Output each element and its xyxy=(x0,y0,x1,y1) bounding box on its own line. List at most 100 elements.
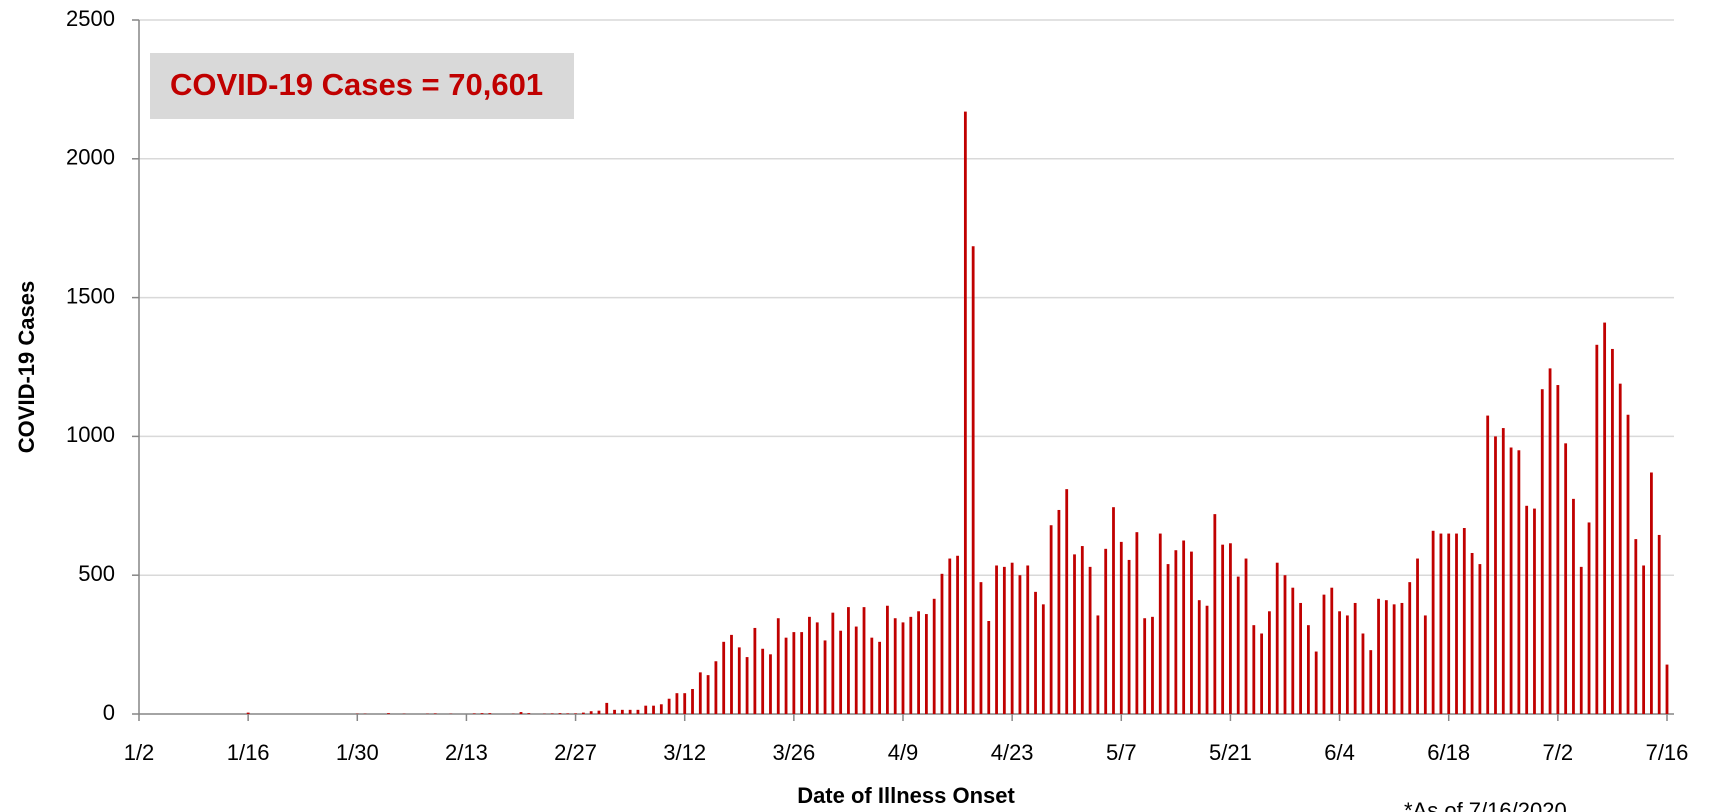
bar xyxy=(815,622,819,714)
bar xyxy=(1010,562,1014,714)
x-tick-label: 1/16 xyxy=(227,740,270,765)
bar xyxy=(1034,591,1037,714)
bar xyxy=(1556,385,1560,714)
bar xyxy=(1112,507,1115,714)
bar xyxy=(1080,546,1084,714)
bar xyxy=(1603,322,1607,714)
bar xyxy=(870,637,874,714)
bar xyxy=(1384,600,1388,714)
bar xyxy=(1299,602,1302,714)
bar xyxy=(854,626,858,714)
x-tick-label: 5/21 xyxy=(1209,740,1252,765)
bar xyxy=(948,558,952,714)
y-tick-label: 2000 xyxy=(66,145,115,170)
bar xyxy=(1392,604,1396,714)
bar xyxy=(1657,534,1661,714)
bar xyxy=(909,616,913,714)
bar xyxy=(1205,605,1209,714)
y-tick-label: 500 xyxy=(78,561,115,586)
bar xyxy=(1353,602,1357,714)
bar xyxy=(1345,615,1349,714)
bar xyxy=(1073,554,1076,714)
bar xyxy=(1236,576,1240,714)
bar xyxy=(683,693,687,714)
bar xyxy=(581,712,585,714)
bar xyxy=(1540,389,1544,714)
bar xyxy=(433,713,437,714)
bar xyxy=(1252,625,1256,714)
bar xyxy=(1260,633,1264,714)
x-tick-label: 4/9 xyxy=(888,740,919,765)
x-tick-label: 7/2 xyxy=(1543,740,1574,765)
bar xyxy=(1423,615,1427,714)
y-tick-label: 0 xyxy=(103,700,115,725)
bar xyxy=(1377,598,1380,714)
bar xyxy=(800,632,804,714)
bar xyxy=(1494,436,1497,714)
x-tick-label: 3/12 xyxy=(663,740,706,765)
bar xyxy=(971,246,975,714)
bar xyxy=(1049,525,1053,714)
bar xyxy=(1338,611,1341,714)
x-tick-label: 6/4 xyxy=(1324,740,1355,765)
bar xyxy=(1197,600,1201,714)
bar xyxy=(1470,552,1474,714)
x-tick-label: 7/16 xyxy=(1646,740,1689,765)
bar xyxy=(1330,587,1334,714)
bar xyxy=(1314,651,1318,714)
bar xyxy=(1057,509,1061,714)
bar xyxy=(1369,650,1373,714)
footnote: *As of 7/16/2020 xyxy=(1404,798,1567,812)
bar xyxy=(1501,428,1505,714)
bar xyxy=(620,709,624,714)
bar xyxy=(1595,344,1599,714)
bar xyxy=(761,648,765,714)
bar xyxy=(1104,548,1108,714)
y-tick-label: 2500 xyxy=(66,6,115,31)
bar xyxy=(862,607,866,714)
bar xyxy=(527,713,531,714)
bar xyxy=(995,565,998,714)
bar xyxy=(878,641,882,714)
x-tick-label: 2/27 xyxy=(554,740,597,765)
x-axis-label: Date of Illness Onset xyxy=(797,783,1015,808)
bar xyxy=(246,712,250,714)
bar xyxy=(1096,615,1100,714)
bar xyxy=(714,661,718,714)
bar xyxy=(776,618,780,714)
bar xyxy=(1275,562,1279,714)
bar xyxy=(1408,582,1412,714)
bar xyxy=(839,630,843,714)
bar xyxy=(636,709,640,714)
bar xyxy=(1221,544,1225,714)
x-tick-label: 2/13 xyxy=(445,740,488,765)
bar xyxy=(519,712,523,714)
bar xyxy=(1486,415,1490,714)
bar xyxy=(1517,450,1521,714)
bar xyxy=(1416,558,1419,714)
bar xyxy=(1361,633,1365,714)
bar xyxy=(1291,587,1295,714)
bar xyxy=(1018,575,1022,714)
bar xyxy=(823,640,827,714)
bar xyxy=(1135,532,1139,714)
bar xyxy=(1478,564,1482,714)
bar xyxy=(956,555,959,714)
bar xyxy=(792,632,796,714)
bar xyxy=(597,710,601,714)
bar xyxy=(1190,551,1193,714)
bar xyxy=(1026,565,1030,714)
x-tick-label: 4/23 xyxy=(991,740,1034,765)
bar xyxy=(1431,530,1435,714)
bar xyxy=(706,675,710,714)
bar xyxy=(1151,616,1154,714)
bar xyxy=(1400,602,1404,714)
bar xyxy=(387,713,390,714)
bar xyxy=(1158,533,1162,714)
bar xyxy=(698,672,702,714)
y-tick-label: 1500 xyxy=(66,283,115,308)
bar xyxy=(613,709,616,714)
bar xyxy=(924,614,928,714)
bar xyxy=(737,647,741,714)
